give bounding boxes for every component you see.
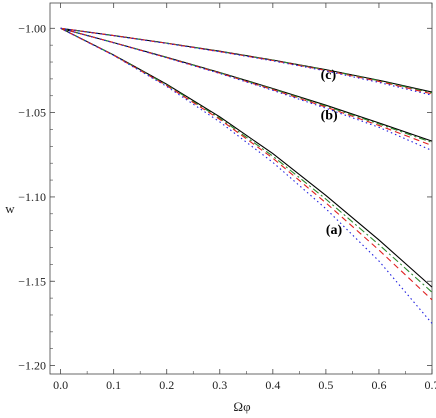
y-tick-label: −1.20 — [18, 359, 46, 373]
series-line-a-dashed — [60, 27, 433, 301]
x-tick-label: 0.5 — [318, 378, 333, 392]
y-axis-label: w — [5, 201, 15, 216]
annotation-label: (b) — [321, 108, 338, 123]
series-line-b-dotted — [60, 27, 433, 152]
annotation-label: (c) — [321, 68, 337, 83]
y-tick-label: −1.05 — [18, 106, 46, 120]
series-line-b-dashed — [60, 27, 433, 147]
y-tick-label: −1.15 — [18, 274, 46, 288]
y-tick-label: −1.10 — [18, 190, 46, 204]
tick-marks — [50, 3, 433, 374]
x-axis-label: Ωφ — [233, 399, 250, 414]
series-line-c-dashed — [60, 27, 433, 95]
series-line-c-dotted — [60, 27, 433, 96]
x-tick-label: 0.4 — [265, 378, 280, 392]
series-line-c-solid — [60, 27, 433, 93]
series-lines — [60, 27, 433, 324]
x-tick-label: 0.6 — [371, 378, 386, 392]
annotation-label: (a) — [326, 223, 343, 238]
curve-annotations: (a) (b) (c) — [321, 68, 343, 238]
x-tick-labels: 0.0 0.1 0.2 0.3 0.4 0.5 0.6 0.7 — [53, 378, 436, 392]
y-tick-label: −1.00 — [18, 21, 46, 35]
x-tick-label: 0.1 — [106, 378, 121, 392]
series-line-a-dashdot — [60, 27, 433, 293]
series-line-a-solid — [60, 27, 433, 288]
series-line-b-dashdot — [60, 27, 433, 143]
x-tick-label: 0.7 — [425, 378, 436, 392]
series-line-a-dotted — [60, 27, 433, 324]
x-tick-label: 0.2 — [159, 378, 174, 392]
x-tick-label: 0.0 — [53, 378, 68, 392]
x-tick-label: 0.3 — [212, 378, 227, 392]
y-tick-labels: −1.00 −1.05 −1.10 −1.15 −1.20 — [18, 21, 46, 372]
series-line-c-dashdot — [60, 27, 433, 94]
plot-frame — [49, 2, 433, 375]
